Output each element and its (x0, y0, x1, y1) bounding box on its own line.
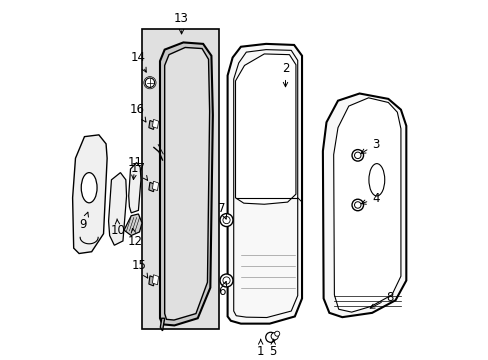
Text: 14: 14 (130, 51, 146, 72)
Circle shape (265, 332, 275, 342)
Circle shape (351, 199, 363, 211)
Polygon shape (233, 50, 297, 318)
Polygon shape (235, 54, 295, 204)
Polygon shape (160, 318, 164, 331)
Circle shape (223, 216, 230, 224)
Text: 15: 15 (132, 259, 147, 278)
Circle shape (220, 274, 232, 287)
Text: 17: 17 (131, 162, 147, 180)
Ellipse shape (368, 163, 384, 196)
Circle shape (223, 277, 230, 284)
Text: 4: 4 (361, 192, 379, 205)
Polygon shape (333, 98, 400, 312)
Text: 13: 13 (174, 12, 189, 34)
Text: 11: 11 (127, 156, 142, 180)
Ellipse shape (81, 172, 97, 203)
Circle shape (351, 150, 363, 161)
Text: 12: 12 (127, 228, 142, 248)
Text: 3: 3 (360, 138, 379, 153)
Text: 16: 16 (130, 103, 145, 122)
Text: 2: 2 (281, 62, 289, 87)
Circle shape (270, 333, 278, 340)
Polygon shape (148, 121, 154, 130)
Circle shape (145, 78, 154, 87)
Polygon shape (322, 94, 406, 317)
Polygon shape (164, 48, 209, 320)
Polygon shape (148, 182, 154, 192)
Circle shape (220, 213, 232, 226)
Polygon shape (72, 135, 107, 253)
Bar (142, 29, 219, 329)
Polygon shape (152, 181, 158, 190)
Text: 7: 7 (218, 202, 226, 219)
Polygon shape (148, 276, 154, 286)
Circle shape (354, 152, 360, 159)
Text: 9: 9 (80, 212, 88, 231)
Circle shape (281, 86, 289, 95)
Polygon shape (108, 172, 126, 245)
Polygon shape (160, 42, 212, 325)
Polygon shape (152, 120, 158, 129)
Text: 8: 8 (369, 291, 393, 308)
Text: 10: 10 (110, 219, 125, 237)
Text: 1: 1 (256, 339, 264, 358)
Text: 5: 5 (269, 339, 276, 358)
Polygon shape (128, 162, 141, 213)
Polygon shape (152, 275, 158, 285)
Polygon shape (124, 214, 142, 235)
Text: 6: 6 (218, 282, 226, 298)
Circle shape (274, 331, 279, 336)
Circle shape (354, 202, 360, 208)
Polygon shape (227, 44, 302, 324)
